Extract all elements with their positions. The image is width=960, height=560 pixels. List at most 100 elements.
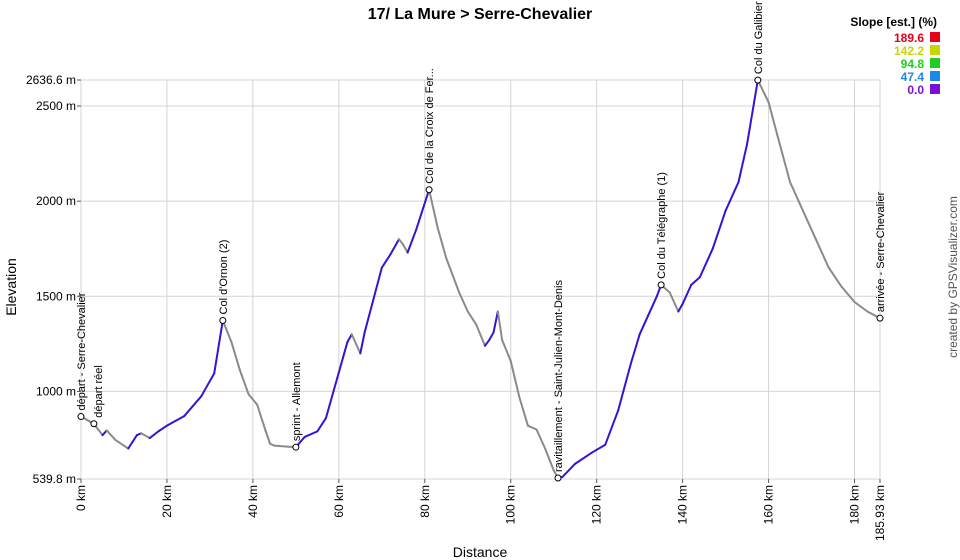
legend-swatch [930,32,940,42]
profile-segment [398,238,405,246]
y-tick-label: 2500 m [36,99,76,113]
profile-segment [380,253,392,269]
profile-segment [677,302,684,313]
legend-entry-label: 47.4 [901,70,925,84]
profile-segment [518,396,529,427]
profile-segment [475,323,486,347]
profile-segment [544,447,555,472]
profile-segment [273,444,289,448]
profile-segment [148,430,160,440]
profile-segment [690,276,701,286]
legend-swatch [930,58,940,68]
profile-segment [355,342,362,355]
profile-segment [724,181,740,212]
profile-segment [483,339,491,347]
profile-segment [492,310,499,334]
x-tick-label: 140 km [676,485,690,524]
y-tick-label: 1000 m [36,384,76,398]
profile-segment [303,430,319,439]
waypoint-label: Col du Galibier [753,1,765,74]
waypoint-label: Col du Télégraphe (1) [656,172,668,279]
x-tick-label: 180 km [848,485,862,524]
legend-swatch [930,71,940,81]
waypoint-marker [554,474,562,482]
waypoint-label: ravitaillement - Saint-Julien-Mont-Denis [553,280,565,472]
profile-segment [406,228,418,254]
x-tick-label: 0 km [74,485,88,511]
x-axis-ticks: 0 km 20 km 40 km 60 km 80 km 100 km 120 km 140 … [74,479,887,541]
waypoint-marker [90,420,98,428]
profile-segment [114,438,130,450]
legend-swatch [930,84,940,94]
profile-segment [466,310,478,326]
profile-segment [668,291,680,313]
profile-segment [509,359,521,399]
profile-segment [350,333,358,345]
profile-segment [436,226,448,260]
legend-title: Slope [est.] (%) [850,15,937,29]
profile-segment [127,434,138,450]
waypoint-marker [219,316,227,324]
profile-segment [737,143,749,184]
profile-segment [827,266,843,288]
profile-segment [415,188,431,231]
profile-segment [372,266,383,302]
profile-segment [789,181,804,212]
profile-segment [428,188,439,229]
profile-segment [776,133,792,184]
x-tick-label: 80 km [418,485,432,518]
waypoint-label: départ réel [93,365,105,418]
x-tick-label: 160 km [762,485,776,524]
profile-segment [746,79,759,146]
profile-segment [346,333,353,343]
profile-segment [316,417,327,433]
waypoint-label: Col d'Ornon (2) [218,240,230,315]
profile-segment [221,319,233,343]
profile-segment [389,238,401,256]
profile-segment [853,300,869,313]
x-tick-label: 185.93 km [873,485,887,541]
profile-segment [630,333,641,364]
x-axis-title: Distance [453,544,508,560]
legend-swatch [930,45,940,55]
profile-segment [814,238,830,269]
profile-segment [402,243,409,254]
y-axis-ticks: 539.8 m 1000 m 1500 m 2000 m 2500 m 2636.6 m [26,73,81,486]
profile-segment [140,432,151,440]
profile-segment [501,339,512,362]
waypoint-marker [425,186,433,194]
profile-segment [264,430,272,445]
x-tick-label: 60 km [332,485,346,518]
profile-segment [840,285,856,303]
y-tick-label: 539.8 m [33,472,76,486]
profile-segment [363,299,375,334]
chart-title: 17/ La Mure > Serre-Chevalier [368,6,593,23]
legend-entry-label: 189.6 [894,31,924,45]
profile-segment [767,101,779,136]
profile-segment [756,79,770,104]
y-tick-label: 1500 m [36,289,76,303]
waypoint-markers: départ - Serre-Chevalier départ réel Col d… [76,1,887,482]
profile-segment [337,340,349,374]
profile-segment [638,314,650,336]
profile-segment [488,331,495,342]
profile-segment [324,371,340,420]
profile-segment [526,424,538,431]
profile-segment [574,451,594,465]
legend-entry-label: 94.8 [901,57,925,71]
profile-segment [165,415,186,427]
profile-segment [711,209,727,250]
waypoint-marker [657,281,665,289]
x-tick-label: 100 km [504,485,518,524]
waypoint-marker [292,443,300,451]
x-tick-label: 40 km [246,485,260,518]
x-tick-label: 120 km [590,485,604,524]
waypoint-marker [77,413,85,421]
y-tick-label: 2000 m [36,194,76,208]
profile-segment [458,291,469,313]
y-tick-label: 2636.6 m [26,73,76,87]
legend-entry-label: 0.0 [907,83,924,97]
x-tick-label: 20 km [160,485,174,518]
profile-segment [183,395,203,418]
